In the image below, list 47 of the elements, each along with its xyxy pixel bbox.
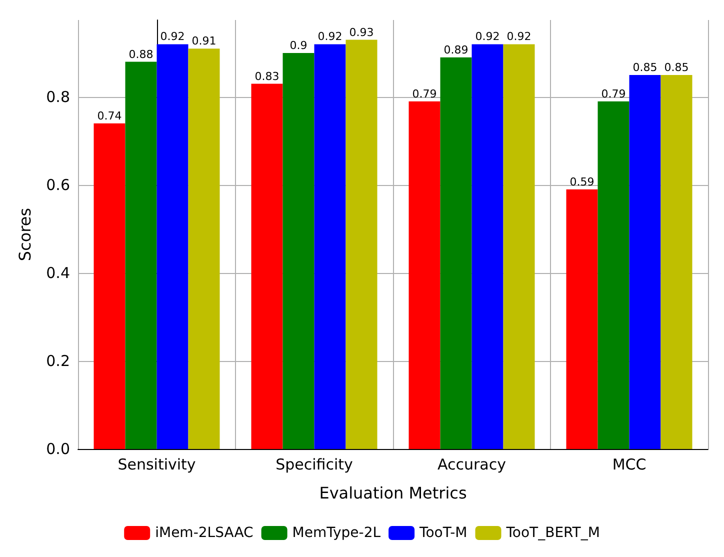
data-label: 0.92 xyxy=(506,30,532,44)
bar xyxy=(503,44,535,449)
y-tick-label: 0.8 xyxy=(46,88,70,106)
bar xyxy=(282,53,314,449)
bar xyxy=(251,84,283,449)
data-label: 0.92 xyxy=(475,30,500,44)
x-tick-label: Specificity xyxy=(276,456,354,474)
data-label: 0.92 xyxy=(318,30,342,44)
bar xyxy=(566,189,598,449)
data-label: 0.85 xyxy=(632,61,658,74)
data-label: 0.79 xyxy=(412,87,437,100)
x-tick-label: Accuracy xyxy=(438,456,506,474)
y-axis-title: Scores xyxy=(16,208,34,262)
data-label: 0.59 xyxy=(570,175,594,188)
bar xyxy=(472,44,504,449)
bar xyxy=(408,101,440,449)
bar xyxy=(629,75,661,449)
y-tick-label: 0.0 xyxy=(46,440,70,458)
bar xyxy=(94,123,126,449)
data-label: 0.85 xyxy=(664,61,689,74)
y-tick-label: 0.2 xyxy=(46,352,70,370)
data-label: 0.89 xyxy=(444,43,468,56)
y-tick-label: 0.4 xyxy=(46,264,70,282)
data-label: 0.92 xyxy=(160,30,185,44)
bar xyxy=(598,101,630,449)
bar xyxy=(156,44,188,449)
x-tick-label: MCC xyxy=(612,456,646,474)
data-label: 0.79 xyxy=(601,87,626,100)
data-label: 0.93 xyxy=(349,26,374,39)
bar xyxy=(660,75,692,449)
bar xyxy=(346,40,378,449)
data-label: 0.91 xyxy=(192,34,216,48)
x-axis-title: Evaluation Metrics xyxy=(319,484,467,502)
x-tick-label: Sensitivity xyxy=(118,456,196,474)
legend-label: TooT_BERT_M xyxy=(505,525,600,541)
data-label: 0.83 xyxy=(254,70,280,83)
data-label: 0.74 xyxy=(97,109,122,122)
legend-label: iMem-2LSAAC xyxy=(155,525,254,541)
legend-label: MemType-2L xyxy=(292,525,381,541)
bar xyxy=(440,57,472,449)
data-label: 0.88 xyxy=(128,48,154,61)
bar xyxy=(314,44,346,449)
legend-label: TooT-M xyxy=(418,525,468,541)
bar xyxy=(188,48,220,449)
data-label: 0.9 xyxy=(290,39,308,52)
bar xyxy=(125,62,157,449)
y-tick-label: 0.6 xyxy=(46,176,70,194)
